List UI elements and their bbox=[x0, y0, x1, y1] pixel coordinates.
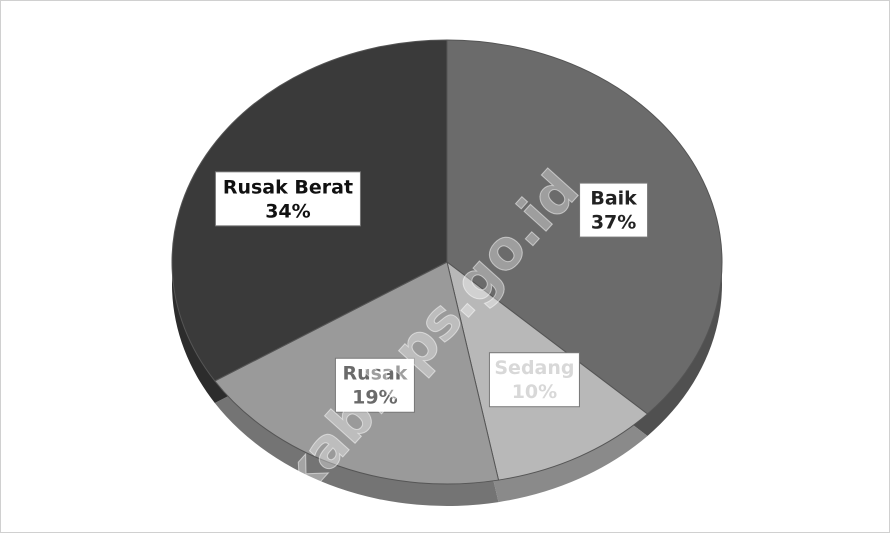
value-label: 34% bbox=[265, 200, 310, 222]
value-label: 19% bbox=[352, 387, 397, 409]
label-box bbox=[214, 171, 361, 227]
category-label: Sedang bbox=[494, 357, 574, 379]
category-label: Rusak bbox=[342, 363, 407, 385]
value-label: 37% bbox=[591, 212, 636, 234]
label-box bbox=[579, 182, 649, 238]
category-label: Baik bbox=[590, 188, 637, 210]
category-label: Rusak Berat bbox=[223, 176, 353, 198]
label-box bbox=[334, 357, 415, 413]
label-box bbox=[488, 352, 580, 408]
value-label: 10% bbox=[512, 381, 557, 403]
